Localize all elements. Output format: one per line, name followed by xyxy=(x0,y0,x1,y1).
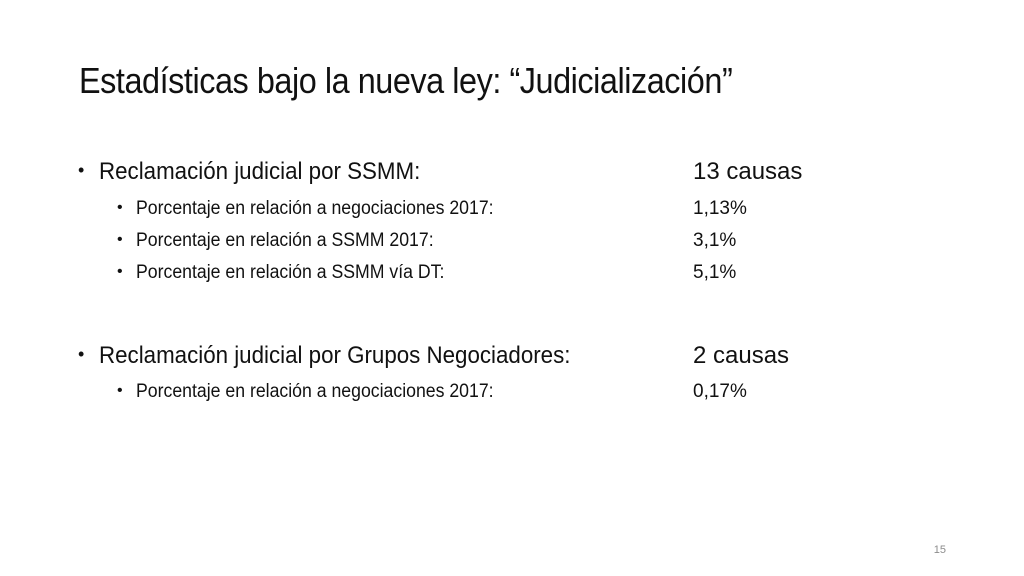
bullet-icon: • xyxy=(117,199,123,216)
item-label: Reclamación judicial por SSMM: xyxy=(99,158,421,185)
item-value: 13 causas xyxy=(693,158,803,185)
item-label: Reclamación judicial por Grupos Negociad… xyxy=(99,342,571,369)
bullet-icon: • xyxy=(117,382,123,399)
slide-title: Estadísticas bajo la nueva ley: “Judicia… xyxy=(79,60,733,101)
bullet-icon: • xyxy=(117,231,123,248)
item-value: 2 causas xyxy=(693,342,790,369)
subitem-label: Porcentaje en relación a SSMM vía DT: xyxy=(136,262,445,283)
bullet-icon: • xyxy=(78,344,85,364)
subitem-value: 3,1% xyxy=(693,230,737,251)
bullet-icon: • xyxy=(117,263,123,280)
subitem-value: 1,13% xyxy=(693,198,747,219)
subitem-value: 5,1% xyxy=(693,262,737,283)
subitem-label: Porcentaje en relación a negociaciones 2… xyxy=(136,198,494,219)
subitem-label: Porcentaje en relación a negociaciones 2… xyxy=(136,381,494,402)
bullet-icon: • xyxy=(78,160,85,180)
subitem-label: Porcentaje en relación a SSMM 2017: xyxy=(136,230,434,251)
subitem-value: 0,17% xyxy=(693,381,747,402)
page-number: 15 xyxy=(933,544,946,556)
